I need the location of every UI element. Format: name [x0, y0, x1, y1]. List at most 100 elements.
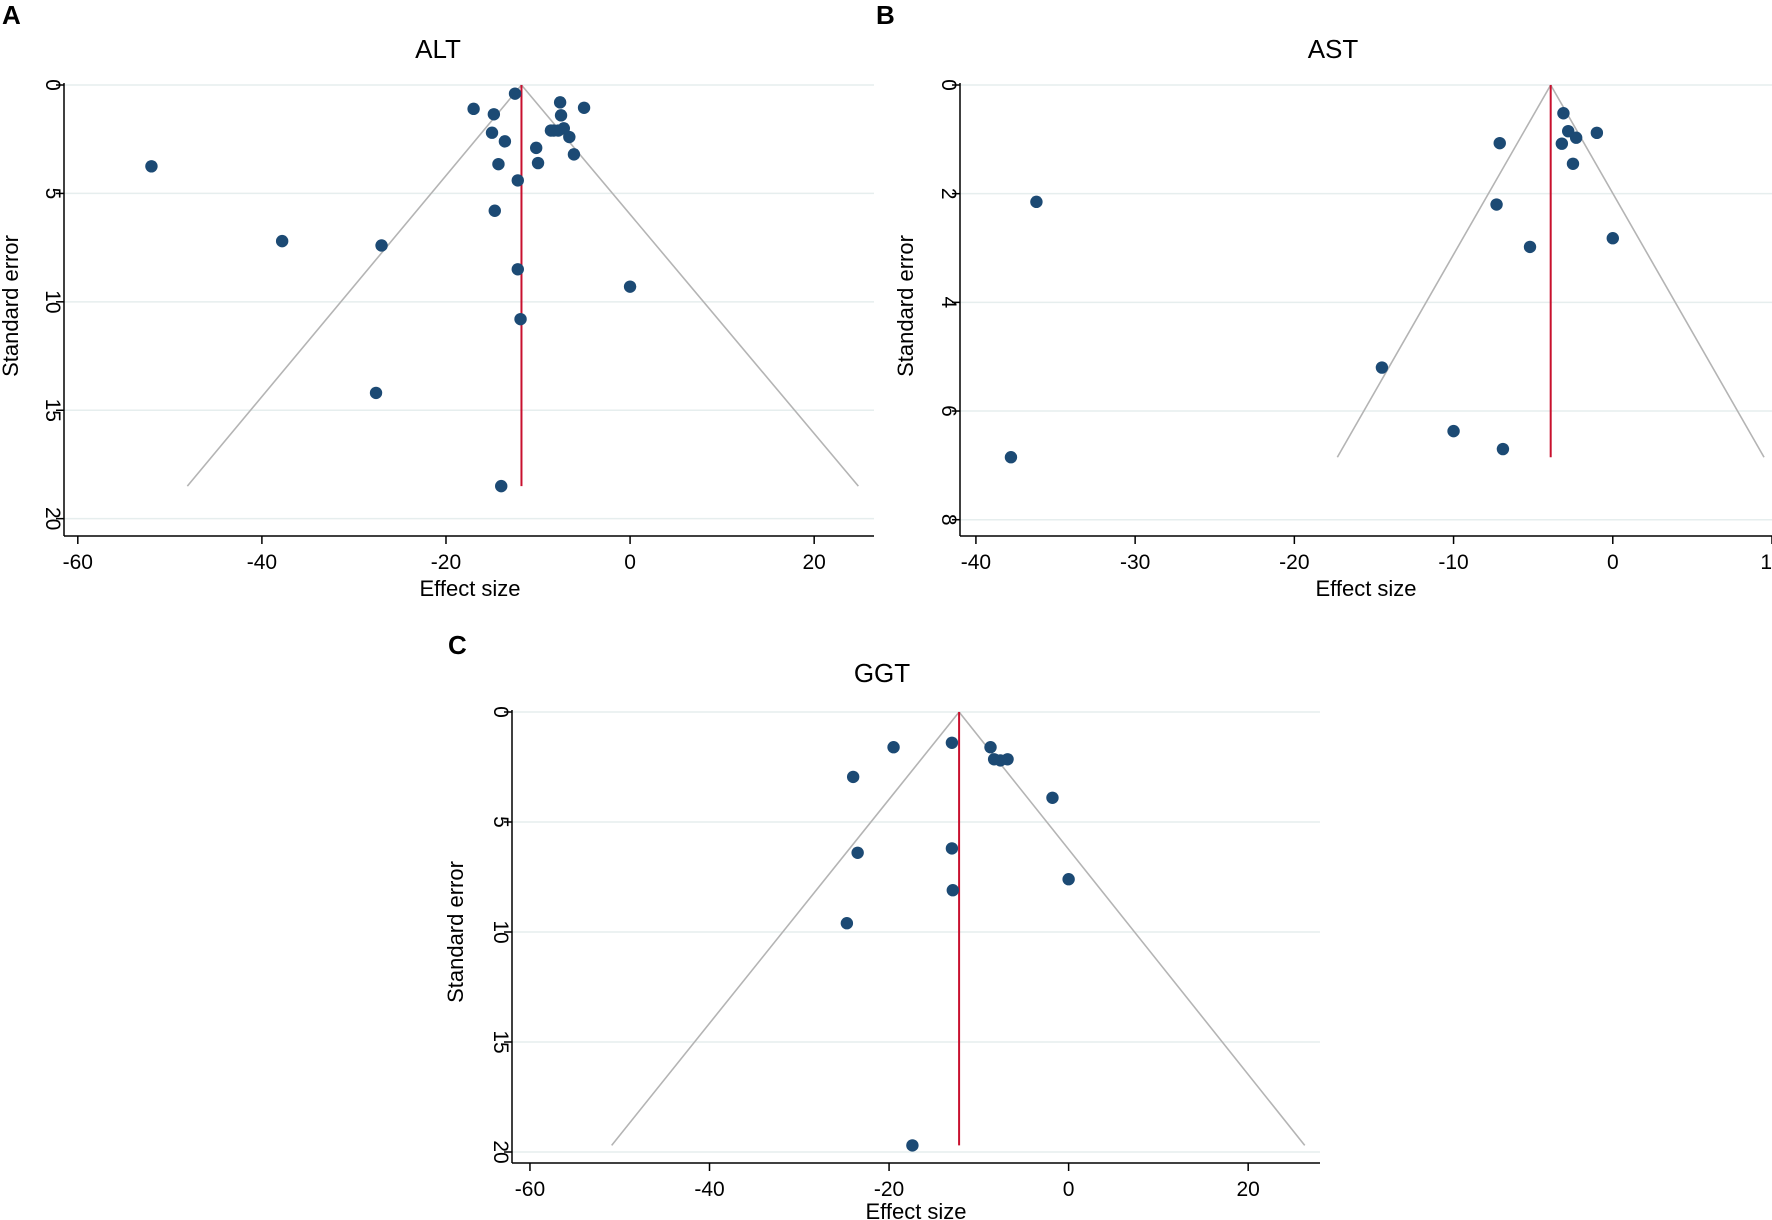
funnel-right-line	[520, 84, 859, 487]
y-tick-label: 0	[937, 79, 960, 91]
study-point	[1004, 451, 1018, 464]
study-point	[498, 135, 512, 148]
study-point	[1447, 424, 1460, 438]
panel-b: -40 -30 -20 -10 0 10 0 2 4 6 8 B AST Effect size S…	[876, 0, 1772, 601]
panel-letter-a: A	[2, 0, 21, 30]
funnel-right-line	[1549, 84, 1765, 458]
study-point	[906, 1139, 919, 1152]
study-point	[840, 917, 854, 930]
study-point	[1523, 240, 1537, 254]
panel-title-ggt: GGT	[854, 658, 910, 688]
study-point	[563, 130, 576, 144]
x-tick-label: -40	[961, 551, 991, 574]
study-point	[1001, 753, 1014, 766]
study-point	[467, 102, 480, 116]
x-tick-label: 0	[624, 551, 636, 574]
study-point	[375, 239, 388, 252]
study-point	[577, 101, 591, 114]
x-tick-label: -30	[1120, 551, 1150, 574]
study-point	[1555, 137, 1569, 150]
study-point	[1062, 873, 1075, 886]
study-point	[369, 386, 383, 400]
study-point	[1569, 131, 1583, 144]
study-point	[1030, 195, 1043, 209]
y-tick-label: 5	[41, 188, 64, 200]
y-tick-label: 8	[937, 514, 960, 526]
study-point	[984, 741, 997, 754]
y-tick-label: 2	[937, 188, 960, 200]
study-point	[485, 126, 499, 139]
study-point	[554, 109, 568, 122]
x-tick-label: 20	[802, 551, 825, 574]
study-point	[851, 846, 864, 859]
study-point	[945, 842, 959, 855]
plot-layer-a: -60 -40 -20 0 20 0 5 10 15 20	[41, 79, 874, 574]
study-point	[531, 156, 545, 170]
study-point	[1496, 442, 1510, 456]
study-point	[275, 234, 289, 248]
panel-c: -60 -40 -20 0 20 0 5 10 15 20 C GGT Effect size S…	[443, 630, 1320, 1220]
study-point	[1046, 791, 1059, 804]
study-point	[623, 280, 637, 293]
x-tick-label: -20	[874, 1178, 904, 1201]
y-tick-label: 0	[489, 706, 512, 718]
y-axis-title-a: Standard error	[0, 235, 23, 377]
study-point	[846, 770, 860, 784]
plot-layer-c: -60 -40 -20 0 20 0 5 10 15 20	[489, 706, 1320, 1201]
x-axis-title-b: Effect size	[1315, 576, 1416, 601]
funnel-right-line	[958, 711, 1306, 1146]
y-tick-label: 5	[489, 816, 512, 828]
panel-a: -60 -40 -20 0 20 0 5 10 15 20 A ALT Effect size S…	[0, 0, 874, 601]
panel-title-ast: AST	[1308, 34, 1359, 64]
study-point	[511, 263, 524, 276]
y-tick-label: 6	[937, 405, 960, 417]
study-point	[544, 124, 558, 137]
study-point	[1375, 361, 1389, 374]
x-tick-label: 0	[1607, 551, 1619, 574]
study-point	[529, 141, 543, 155]
study-point	[946, 884, 960, 897]
study-point	[495, 479, 508, 493]
x-tick-label: -40	[694, 1178, 724, 1201]
y-tick-label: 4	[937, 297, 960, 309]
study-point	[1490, 198, 1503, 211]
funnel-left-line	[1336, 84, 1552, 458]
y-tick-label: 0	[41, 79, 64, 91]
study-point	[514, 312, 527, 326]
x-tick-label: -20	[431, 551, 461, 574]
x-axis-title-c: Effect size	[865, 1199, 966, 1220]
study-point	[1566, 157, 1580, 170]
panel-letter-b: B	[876, 0, 895, 30]
study-point	[1493, 136, 1506, 150]
study-point	[1590, 126, 1604, 140]
study-point	[511, 174, 524, 187]
x-tick-label: -20	[1279, 551, 1309, 574]
x-tick-label: 10	[1760, 551, 1772, 574]
funnel-left-line	[611, 711, 960, 1146]
panel-letter-c: C	[448, 630, 467, 660]
x-tick-label: -60	[63, 551, 93, 574]
y-axis-title-b: Standard error	[893, 235, 918, 377]
funnel-left-line	[186, 84, 523, 487]
study-point	[887, 741, 900, 754]
y-tick-label: 10	[41, 290, 64, 313]
x-tick-label: -40	[247, 551, 277, 574]
y-tick-label: 10	[489, 920, 512, 943]
study-point	[945, 736, 959, 749]
x-tick-label: -10	[1438, 551, 1468, 574]
panel-title-alt: ALT	[415, 34, 461, 64]
x-tick-label: -60	[515, 1178, 545, 1201]
study-point	[488, 204, 501, 217]
y-tick-label: 20	[489, 1140, 512, 1163]
y-tick-label: 15	[489, 1030, 512, 1053]
y-tick-label: 20	[41, 507, 64, 530]
plot-layer-b: -40 -30 -20 -10 0 10 0 2 4 6 8	[937, 79, 1772, 574]
study-point	[553, 96, 567, 109]
x-axis-title-a: Effect size	[419, 576, 520, 601]
study-point	[1606, 232, 1619, 245]
x-tick-label: 20	[1236, 1178, 1259, 1201]
study-point	[1557, 107, 1570, 120]
study-point	[145, 160, 158, 173]
study-point	[487, 108, 501, 121]
